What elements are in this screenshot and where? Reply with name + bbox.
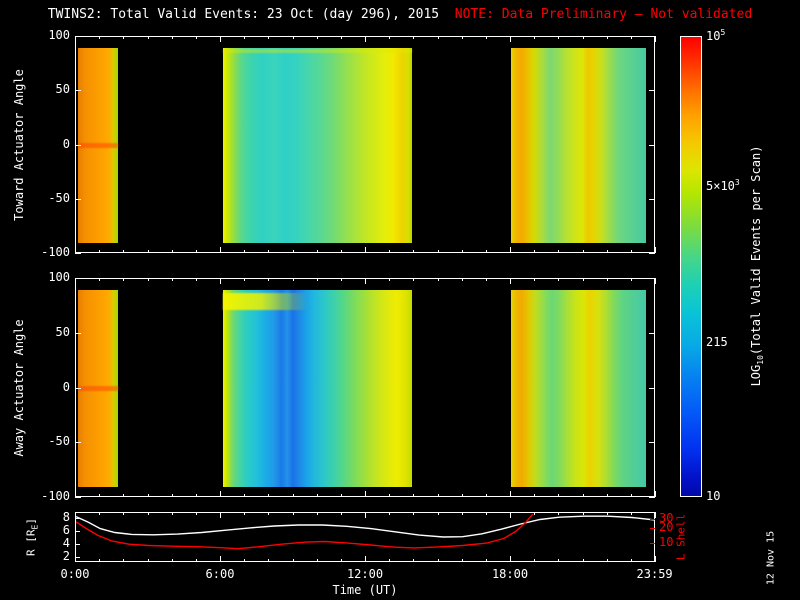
heatmap-panel-toward: [75, 36, 655, 253]
colorbar-label-pre: LOG: [748, 364, 763, 387]
y-tick-label-away: 100: [48, 270, 70, 284]
x-axis-label: Time (UT): [332, 583, 398, 597]
heatmap-panel-away: [75, 278, 655, 497]
r-label-post: ]: [24, 518, 38, 525]
colorbar-tick-label: 105: [706, 28, 725, 43]
axis-tick-mark: [655, 491, 656, 497]
axis-tick-mark: [655, 512, 656, 518]
colorbar-label-sub: 10: [756, 355, 766, 365]
axis-tick-mark: [649, 497, 655, 498]
colorbar-label-post: (Total Valid Events per Scan): [748, 145, 763, 356]
r-label-sub: E: [30, 524, 40, 530]
axis-tick-mark: [655, 278, 656, 284]
axis-tick-mark: [75, 253, 81, 254]
plot-title-main: TWINS2: Total Valid Events: 23 Oct (day …: [47, 7, 440, 22]
heatmap-feature-band: [223, 293, 308, 310]
r-tick-label: 4: [62, 535, 70, 550]
r-tick-label: 6: [62, 522, 70, 537]
x-tick-label: 6:00: [205, 567, 235, 581]
heatmap-block: [511, 47, 646, 244]
y-tick-label-away: 0: [62, 379, 70, 394]
colorbar-tick-label: 215: [706, 335, 728, 349]
colorbar-tick-base: 10: [706, 29, 721, 43]
x-tick-label: 0:00: [60, 567, 90, 581]
orbit-series-r: [76, 515, 654, 538]
y-tick-label-toward: 0: [62, 136, 70, 151]
plot-title-note: NOTE: Data Preliminary — Not validated: [454, 7, 753, 22]
y-tick-label-toward: 100: [48, 28, 70, 42]
x-tick-label: 18:00: [491, 567, 529, 581]
y-axis-label-away: Away Actuator Angle: [12, 319, 26, 457]
y-axis-label-r: R [RE]: [24, 518, 39, 556]
axis-tick-mark: [649, 253, 655, 254]
colorbar-tick-base: 215: [706, 335, 728, 350]
y-tick-label-away: -50: [48, 434, 70, 449]
y-axis-label-toward: Toward Actuator Angle: [12, 69, 26, 221]
x-tick-label: 12:00: [346, 567, 384, 581]
axis-tick-mark: [655, 247, 656, 253]
colorbar: [680, 36, 702, 497]
y-axis-label-lshell: L Shell: [674, 513, 688, 561]
line-panel-orbit: [75, 512, 655, 562]
title-spacer: [439, 7, 455, 22]
x-tick-label: 23:59: [636, 567, 673, 581]
y-tick-label-toward: -50: [48, 190, 70, 205]
plot-title: TWINS2: Total Valid Events: 23 Oct (day …: [0, 7, 800, 22]
date-stamp: 12 Nov 15: [765, 530, 777, 586]
heatmap-feature-line: [222, 48, 413, 54]
heatmap-block: [222, 289, 413, 488]
colorbar-tick-label: 5×103: [706, 178, 740, 193]
axis-tick-mark: [75, 497, 81, 498]
r-tick-label: 8: [62, 509, 70, 524]
r-label-pre: R [R: [24, 529, 38, 556]
heatmap-feature-line: [78, 385, 119, 392]
y-tick-label-toward: -100: [41, 245, 70, 259]
heatmap-block: [511, 289, 646, 488]
orbit-series-lshell: [76, 513, 534, 550]
colorbar-tick-exponent: 3: [734, 177, 740, 187]
y-tick-label-away: -100: [41, 489, 70, 503]
colorbar-tick-base: 5×10: [706, 178, 735, 193]
heatmap-feature-line: [78, 142, 119, 149]
y-tick-label-away: 50: [55, 324, 70, 339]
colorbar-tick-base: 10: [706, 489, 721, 503]
axis-tick-mark: [655, 556, 656, 562]
y-tick-label-toward: 50: [55, 82, 70, 97]
orbit-chart: [76, 513, 654, 550]
heatmap-block: [222, 47, 413, 244]
r-tick-label: 2: [62, 548, 70, 563]
colorbar-tick-label: 10: [706, 489, 720, 503]
axis-tick-mark: [655, 36, 656, 42]
colorbar-label: LOG10(Total Valid Events per Scan): [749, 146, 765, 387]
colorbar-tick-exponent: 5: [720, 28, 726, 37]
